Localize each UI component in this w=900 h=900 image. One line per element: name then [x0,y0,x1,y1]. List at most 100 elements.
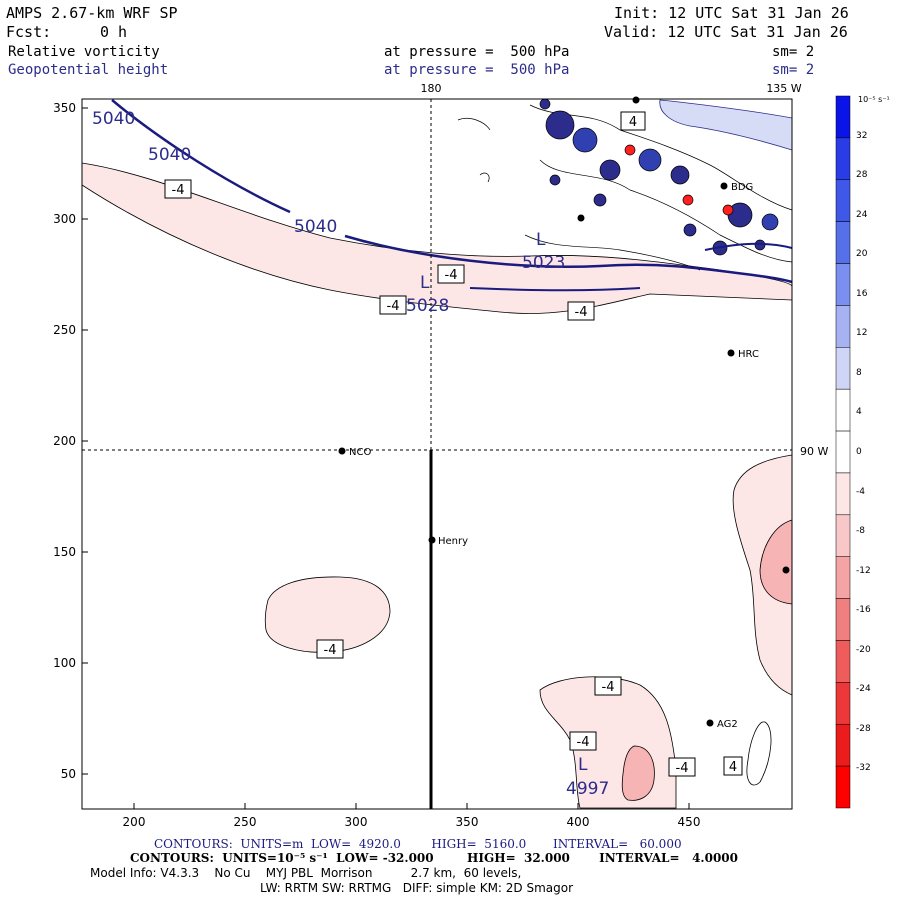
station-label-nco: NCO [349,447,371,458]
plot-frame [81,98,793,810]
x-tick-label: 450 [678,815,701,829]
station-label-hrc: HRC [738,349,759,360]
x-axis-labels: 200 250 300 350 400 450 [123,815,701,829]
valid-time: Valid: 12 UTC Sat 31 Jan 26 [604,23,848,41]
height-label: 5040 [294,217,337,237]
colorbar-tick-label: 32 [856,130,868,141]
vorticity-top-right-blue [659,99,793,151]
y-tick-label: 150 [53,545,76,559]
meridian-label-135w: 135 W [766,82,801,95]
height-labels: 5040 5040 5040 5023 5028 4997 L L L [92,109,609,799]
station-marker [338,447,346,455]
model-info: Model Info: V4.3.3 No Cu MYJ PBL Morriso… [90,866,522,880]
station-marker [577,214,585,222]
init-time: Init: 12 UTC Sat 31 Jan 26 [614,4,849,22]
colorbar-tick-label: 8 [856,367,862,378]
physics-info: LW: RRTM SW: RRTMG DIFF: simple KM: 2D S… [260,881,574,895]
vorticity-label: -4 [575,305,588,320]
station-marker [632,96,640,104]
vorticity-positive-right [746,721,772,786]
x-tick-label: 350 [456,815,479,829]
colorbar-tick-label: -32 [856,763,871,774]
colorbar-swatch [835,723,851,767]
y-axis-labels: 350 300 250 200 150 100 50 [53,101,76,781]
colorbar-swatch [835,263,851,306]
height-contour-5040b [344,234,793,284]
y-tick-label: 100 [53,656,76,670]
colorbar-tick-label: -20 [856,644,871,655]
station-label-henry: Henry [438,536,468,547]
height-contour-mid [469,287,641,292]
colorbar-tick-label: 4 [856,407,862,418]
colorbar-tick-label: -12 [856,565,871,576]
colorbar-swatch [835,682,851,725]
colorbar-swatch [835,765,851,809]
station-marker [727,349,735,357]
vorticity-label: 4 [629,115,637,130]
colorbar-swatch [835,556,851,599]
forecast-label: Fcst: [6,23,52,41]
low-marker: L [578,755,588,775]
colorbar-swatch [835,430,851,474]
colorbar-swatch [835,640,851,683]
field-1-level: at pressure = 500 hPa [384,44,570,60]
station-label-bdg: BDG [731,182,753,193]
meridian-label-90w: 90 W [800,445,828,458]
colorbar-swatch [835,514,851,557]
forecast-value: 0 h [100,23,128,41]
x-tick-label: 200 [123,815,146,829]
x-axis-ticks [133,803,690,809]
y-tick-label: 200 [53,434,76,448]
station-marker [782,566,790,574]
field-1-name: Relative vorticity [8,44,160,60]
vorticity-labels: -4 -4 -4 -4 -4 -4 -4 -4 4 4 [164,111,743,777]
vorticity-label: -4 [172,183,185,198]
colorbar-swatch [835,305,851,348]
colorbar-swatch [835,95,851,139]
vorticity-core-bottom [621,745,655,801]
vorticity-label: -4 [387,299,400,314]
vorticity-label: -4 [577,735,590,750]
stations: NCO Henry HRC AG2 BDG [338,96,790,730]
station-marker [428,536,436,544]
x-tick-label: 250 [234,815,257,829]
y-tick-label: 250 [53,323,76,337]
station-label-ag2: AG2 [717,719,738,730]
colorbar-tick-label: -4 [856,486,865,497]
colorbar-swatch [835,388,851,432]
colorbar-tick-label: 28 [856,170,868,181]
height-contour-info: CONTOURS: UNITS=m LOW= 4920.0 HIGH= 5160… [154,837,682,851]
vorticity-label: -4 [324,643,337,658]
vorticity-label: -4 [602,680,615,695]
colorbar-tick-label: -28 [856,723,871,734]
model-title: AMPS 2.67-km WRF SP [6,4,178,22]
colorbar-swatch [835,179,851,222]
colorbar-tick-label: 20 [856,249,868,260]
x-tick-label: 400 [567,815,590,829]
height-label: 5040 [92,109,135,129]
low-marker: L [536,230,546,250]
station-marker [706,719,714,727]
colorbar-tick-label: 0 [856,447,862,457]
colorbar-units: 10⁻⁵ s⁻¹ [858,95,890,104]
colorbar-swatch [835,598,851,641]
height-label: 5028 [406,296,449,316]
low-marker: L [420,273,430,293]
meridian-lines [82,99,792,451]
colorbar-swatch [835,472,851,516]
height-label: 5040 [148,145,191,165]
colorbar-swatch [835,137,851,181]
height-contours [111,99,793,292]
colorbar-swatch [835,347,851,390]
vorticity-contour-info: CONTOURS: UNITS=10⁻⁵ s⁻¹ LOW= -32.000 HI… [130,851,738,865]
height-contour-5040 [111,99,291,214]
station-marker [720,182,728,190]
x-tick-label: 300 [345,815,368,829]
vorticity-label: -4 [445,268,458,283]
y-tick-label: 50 [61,767,76,781]
height-label: 5023 [522,253,565,273]
vorticity-shading [81,99,793,809]
colorbar-tick-label: -16 [856,605,871,616]
y-tick-label: 300 [53,212,76,226]
